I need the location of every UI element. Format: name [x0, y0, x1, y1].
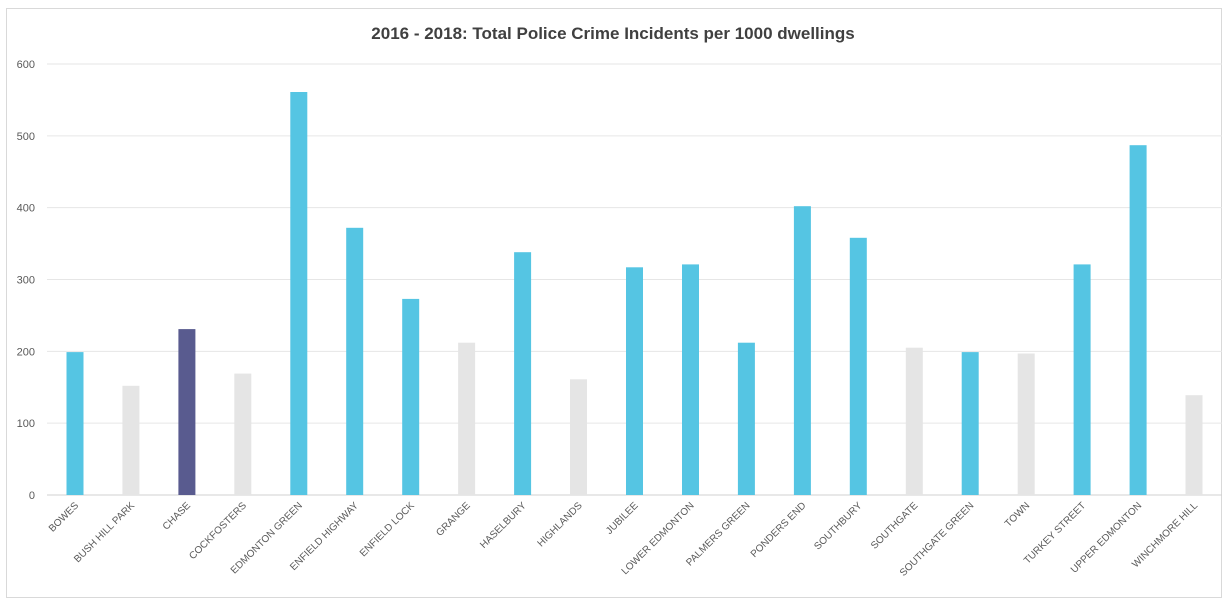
bar-grange — [458, 342, 476, 495]
y-tick-label: 300 — [17, 275, 35, 287]
x-tick-label: TOWN — [1003, 500, 1032, 529]
x-tick-label: SOUTHGATE — [869, 500, 920, 551]
x-tick-label: PONDERS END — [749, 500, 809, 560]
x-tick-label: ENFIELD LOCK — [358, 500, 417, 559]
bar-enfield-highway — [346, 227, 364, 496]
x-tick-label: BUSH HILL PARK — [72, 500, 137, 565]
y-tick-label: 0 — [29, 490, 35, 502]
chart-title: 2016 - 2018: Total Police Crime Incident… — [371, 24, 855, 43]
x-tick-label: BOWES — [47, 500, 81, 534]
bar-town — [1017, 353, 1035, 495]
y-tick-label: 100 — [17, 418, 35, 430]
x-tick-label: HIGHLANDS — [536, 500, 585, 549]
bar-southbury — [849, 237, 867, 496]
bar-upper-edmonton — [1129, 145, 1147, 495]
bar-enfield-lock — [402, 298, 420, 495]
x-tick-label: PALMERS GREEN — [684, 500, 752, 568]
x-tick-label: COCKFOSTERS — [187, 500, 249, 562]
bar-chase — [178, 329, 196, 495]
bar-cockfosters — [234, 373, 252, 495]
bar-edmonton-green — [290, 92, 308, 495]
x-tick-label: JUBILEE — [604, 500, 641, 537]
bar-bowes — [66, 352, 84, 495]
bar-ponders-end — [793, 206, 811, 495]
chart-area — [6, 8, 1222, 598]
bar-lower-edmonton — [682, 264, 699, 495]
bar-winchmore-hill — [1185, 395, 1203, 495]
bar-turkey-street — [1073, 264, 1091, 495]
x-tick-label: CHASE — [161, 500, 193, 532]
x-tick-label: HASELBURY — [478, 500, 529, 551]
y-tick-label: 600 — [17, 59, 35, 71]
bar-southgate — [905, 347, 923, 495]
y-tick-label: 200 — [17, 346, 35, 358]
bar-palmers-green — [737, 342, 755, 495]
bar-haselbury — [514, 252, 532, 495]
x-tick-label: TURKEY STREET — [1022, 500, 1088, 566]
y-tick-label: 500 — [17, 131, 35, 143]
y-tick-label: 400 — [17, 203, 35, 215]
x-tick-label: SOUTHBURY — [812, 500, 864, 552]
x-tick-label: GRANGE — [434, 500, 473, 539]
bar-highlands — [570, 379, 587, 495]
bar-southgate-green — [961, 352, 979, 495]
bar-jubilee — [626, 267, 643, 495]
bar-bush-hill-park — [122, 385, 140, 495]
